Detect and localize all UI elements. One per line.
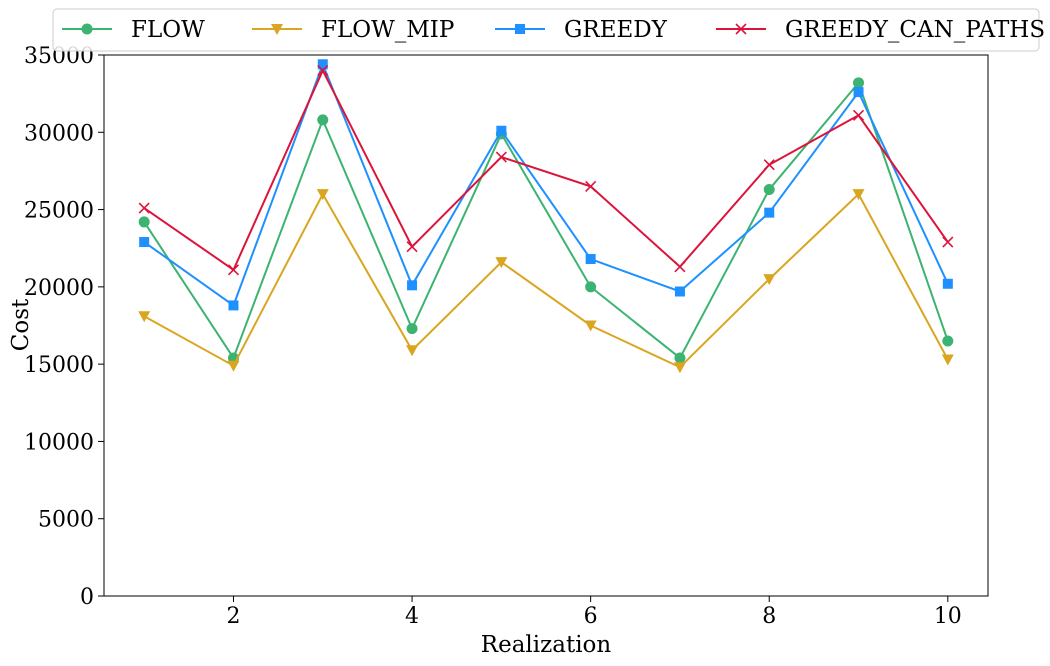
data-point-greedy-can-paths xyxy=(227,264,240,276)
series-line-flow xyxy=(143,80,949,361)
x-tick-label: 2 xyxy=(226,604,240,629)
series-greedy xyxy=(139,59,953,311)
y-tick-label: 25000 xyxy=(24,199,94,224)
series-line-greedy-can-paths xyxy=(143,68,949,272)
series-layer xyxy=(138,59,954,374)
data-point-greedy-can-paths xyxy=(495,151,507,163)
plot-frame xyxy=(103,54,989,597)
data-point-greedy xyxy=(853,87,864,98)
data-point-flow-mip xyxy=(763,274,776,286)
legend-swatch-marker xyxy=(735,23,747,35)
data-point-flow xyxy=(942,335,954,347)
data-point-greedy-can-paths xyxy=(763,159,775,171)
data-point-greedy xyxy=(407,280,418,291)
data-point-flow xyxy=(763,183,775,195)
series-flow xyxy=(138,77,954,364)
data-point-greedy xyxy=(496,125,507,136)
data-point-flow xyxy=(674,352,686,364)
data-point-flow-mip xyxy=(227,360,240,372)
data-point-flow xyxy=(317,114,329,126)
data-point-greedy-can-paths xyxy=(317,64,329,77)
y-axis-title: Cost xyxy=(8,298,34,351)
series-line-flow-mip xyxy=(143,192,949,369)
ticks-layer: 2 4 6 8 100500010000150002000025000300003500… xyxy=(24,44,962,629)
data-point-flow xyxy=(585,281,597,293)
legend-label: FLOW_MIP xyxy=(321,17,454,43)
x-tick-label: 4 xyxy=(405,604,419,629)
data-point-greedy-can-paths xyxy=(138,202,150,214)
y-tick-label: 10000 xyxy=(24,430,94,455)
data-point-greedy-can-paths xyxy=(406,241,418,253)
data-point-greedy-can-paths xyxy=(942,236,954,248)
y-tick-label: 30000 xyxy=(24,121,94,146)
legend-entry-flow: FLOW xyxy=(62,17,205,43)
data-point-flow-mip xyxy=(495,257,508,269)
series-flow-mip xyxy=(138,189,954,374)
data-point-greedy xyxy=(317,59,328,70)
legend-swatch-marker xyxy=(81,23,93,35)
data-point-flow xyxy=(853,77,865,89)
data-point-greedy xyxy=(139,237,150,248)
data-point-greedy-can-paths xyxy=(852,109,865,121)
legend-entry-flow-mip: FLOW_MIP xyxy=(252,17,454,43)
legend: FLOW FLOW_MIP GREEDY GREEDY_CAN_PATHS xyxy=(52,8,1045,52)
y-tick-label: 5000 xyxy=(38,508,94,533)
series-line-greedy xyxy=(143,61,949,307)
data-point-greedy-can-paths xyxy=(674,261,686,273)
legend-label: GREEDY_CAN_PATHS xyxy=(785,17,1045,43)
data-point-flow-mip xyxy=(316,189,329,201)
y-tick-label: 0 xyxy=(80,585,94,610)
data-point-flow-mip xyxy=(941,354,954,366)
data-point-flow-mip xyxy=(138,311,151,323)
legend-swatch-marker xyxy=(271,24,283,35)
series-greedy-can-paths xyxy=(138,64,954,276)
data-point-greedy xyxy=(764,207,775,218)
y-tick-label: 20000 xyxy=(24,276,94,301)
legend-swatch-marker xyxy=(515,24,525,34)
legend-box xyxy=(52,8,1040,52)
data-point-flow-mip xyxy=(852,189,865,201)
legend-entry-greedy-can-paths: GREEDY_CAN_PATHS xyxy=(716,17,1045,43)
x-tick-label: 8 xyxy=(762,604,776,629)
data-point-flow-mip xyxy=(584,320,597,332)
x-tick-label: 10 xyxy=(934,604,962,629)
data-point-flow xyxy=(406,323,418,335)
data-point-greedy xyxy=(585,254,596,265)
legend-label: GREEDY xyxy=(564,17,668,43)
y-tick-label: 15000 xyxy=(24,353,94,378)
legend-entry-greedy: GREEDY xyxy=(495,17,668,43)
data-point-flow xyxy=(138,216,150,228)
data-point-greedy-can-paths xyxy=(585,180,597,192)
data-point-greedy xyxy=(228,300,239,311)
legend-label: FLOW xyxy=(131,17,205,43)
data-point-flow-mip xyxy=(406,345,419,357)
x-tick-label: 6 xyxy=(584,604,598,629)
data-point-greedy xyxy=(942,278,953,289)
data-point-flow-mip xyxy=(673,362,686,374)
data-point-greedy xyxy=(674,286,685,297)
x-axis-title: Realization xyxy=(481,632,612,658)
